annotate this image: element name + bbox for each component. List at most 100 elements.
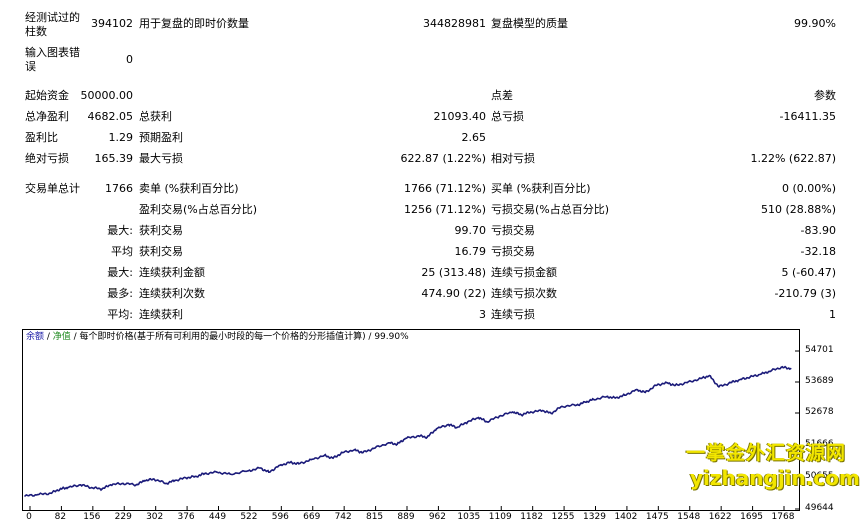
y-tick-label: 49644 xyxy=(805,503,834,513)
max-consecutive-losses-value: 5 (-60.47) xyxy=(781,266,836,279)
profit-trades-label: 盈利交易(%占总百分比) xyxy=(139,203,258,216)
data-point xyxy=(101,488,103,490)
data-point xyxy=(606,395,608,398)
average-consecutive-losses-value: 1 xyxy=(829,308,836,321)
total-trades-label: 交易单总计 xyxy=(25,182,80,195)
x-tick-label: 815 xyxy=(365,512,384,522)
data-point xyxy=(67,486,69,489)
long-positions-value: 0 (0.00%) xyxy=(781,182,836,195)
average-consecutive-wins-label: 连续获利 xyxy=(139,308,183,321)
data-point xyxy=(718,386,720,388)
bars-value: 394102 xyxy=(91,17,133,30)
data-point xyxy=(730,381,732,384)
average-profit-value: 16.79 xyxy=(454,245,487,258)
data-point xyxy=(592,398,595,401)
errors-label: 输入图表错误 xyxy=(25,46,80,73)
x-tick-label: 1475 xyxy=(645,512,669,522)
average-profit-label: 获利交易 xyxy=(139,245,183,258)
series-line-0 xyxy=(24,365,792,497)
data-point xyxy=(229,473,232,475)
data-point xyxy=(447,423,450,426)
data-point xyxy=(426,436,428,438)
data-point xyxy=(760,373,762,375)
chart-legend: 余额 / 净值 / 每个即时价格(基于所有可利用的最小时段的每一个价格的分形插值… xyxy=(26,332,409,343)
gross-loss-value: -16411.35 xyxy=(779,110,836,123)
balance-chart xyxy=(22,329,800,511)
x-tick-label: 1329 xyxy=(583,512,606,522)
data-point xyxy=(477,416,480,419)
data-point xyxy=(529,411,532,413)
data-point xyxy=(332,457,334,459)
x-tick-label: 376 xyxy=(177,512,195,522)
x-tick-label: 889 xyxy=(397,512,415,522)
total-trades-value: 1766 xyxy=(105,182,133,195)
most-consecutive-losses-value: -210.79 (3) xyxy=(774,287,836,300)
data-point xyxy=(635,388,638,391)
data-point xyxy=(576,404,578,406)
x-tick-label: 522 xyxy=(240,512,258,522)
data-point xyxy=(387,442,390,444)
quality-value: 99.90% xyxy=(794,17,836,30)
x-tick-label: 1695 xyxy=(740,512,764,522)
legend-separator: / xyxy=(44,332,53,342)
data-point xyxy=(362,451,364,454)
x-tick-label: 156 xyxy=(83,512,101,522)
largest-loss-value: -83.90 xyxy=(800,224,836,237)
most-consecutive-wins-label: 连续获利次数 xyxy=(139,287,205,300)
data-point xyxy=(456,426,458,429)
balance-chart-svg xyxy=(24,350,799,510)
data-point xyxy=(584,401,587,403)
data-point xyxy=(185,477,187,479)
data-point xyxy=(247,470,250,472)
watermark-cn: 一掌金外汇资源网 xyxy=(686,442,847,464)
bars-label: 经测试过的柱数 xyxy=(25,11,80,38)
data-point xyxy=(37,493,39,496)
data-point xyxy=(404,437,407,440)
y-tick-label: 52678 xyxy=(805,407,834,417)
profit-factor-label: 盈利比 xyxy=(25,131,58,144)
data-point xyxy=(520,414,522,416)
average-consecutive-losses-label: 连续亏损 xyxy=(491,308,535,321)
expected-payoff-label: 预期盈利 xyxy=(139,131,183,144)
deposit-label: 起始资金 xyxy=(25,89,69,102)
short-positions-value: 1766 (71.12%) xyxy=(403,182,486,195)
relative-drawdown-value: 1.22% (622.87) xyxy=(750,152,836,165)
max-drawdown-label: 最大亏损 xyxy=(139,152,183,165)
y-tick-label: 53689 xyxy=(805,376,834,386)
x-tick-label: 596 xyxy=(271,512,289,522)
average-consecutive-wins-value: 3 xyxy=(479,308,486,321)
deposit-value: 50000.00 xyxy=(80,89,134,102)
average-prefix: 平均 xyxy=(111,245,133,258)
data-point xyxy=(372,447,375,450)
x-tick-label: 1255 xyxy=(551,512,575,522)
data-point xyxy=(674,384,676,387)
max-consecutive-losses-label: 连续亏损金额 xyxy=(491,266,557,279)
gross-profit-value: 21093.40 xyxy=(433,110,487,123)
most-consecutive-prefix: 最多: xyxy=(107,287,133,300)
x-tick-label: 302 xyxy=(146,512,164,522)
data-point xyxy=(323,454,326,457)
max-consecutive-prefix: 最大: xyxy=(107,266,133,279)
x-tick-label: 1402 xyxy=(614,512,638,522)
data-point xyxy=(486,421,488,423)
x-tick-label: 229 xyxy=(114,512,132,522)
data-point xyxy=(466,421,469,423)
data-point xyxy=(780,366,783,368)
x-tick-label: 1109 xyxy=(488,512,512,522)
data-point xyxy=(511,411,514,413)
ticks-value: 344828981 xyxy=(423,17,486,30)
data-point xyxy=(165,482,167,485)
x-tick-label: 1622 xyxy=(708,512,732,522)
average-consecutive-prefix: 平均: xyxy=(107,308,133,321)
data-point xyxy=(749,376,751,378)
data-point xyxy=(417,435,420,437)
data-point xyxy=(686,381,688,384)
data-point xyxy=(268,471,270,473)
data-point xyxy=(109,484,112,486)
data-point xyxy=(279,464,281,466)
data-point xyxy=(153,478,155,480)
data-point xyxy=(310,458,313,461)
data-point xyxy=(396,443,399,445)
x-tick-label: 449 xyxy=(208,512,227,522)
most-consecutive-losses-label: 连续亏损次数 xyxy=(491,287,557,300)
